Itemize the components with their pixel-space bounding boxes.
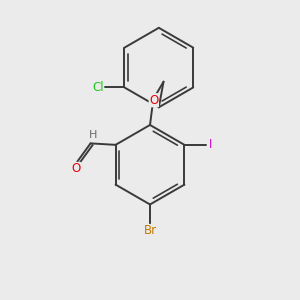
- Text: O: O: [149, 94, 158, 107]
- Text: O: O: [71, 163, 80, 176]
- Text: I: I: [209, 138, 213, 151]
- Text: H: H: [88, 130, 97, 140]
- Text: Cl: Cl: [92, 81, 104, 94]
- Text: Br: Br: [143, 224, 157, 238]
